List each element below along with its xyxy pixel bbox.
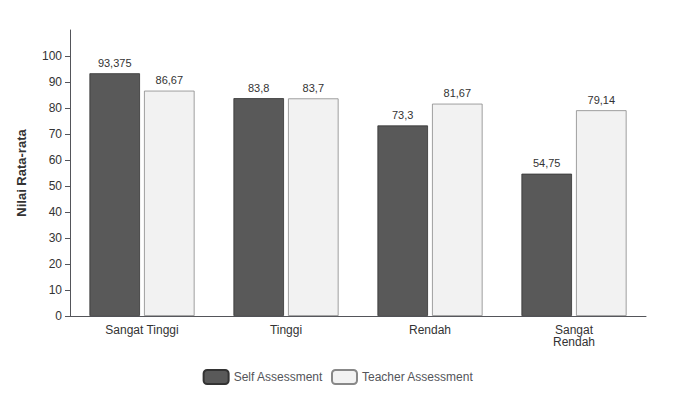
svg-text:Self Assessment: Self Assessment	[234, 370, 323, 384]
svg-text:10: 10	[49, 283, 63, 297]
svg-text:80: 80	[49, 101, 63, 115]
svg-text:83,7: 83,7	[303, 82, 324, 94]
svg-text:100: 100	[42, 49, 62, 63]
svg-text:70: 70	[49, 127, 63, 141]
svg-text:40: 40	[49, 205, 63, 219]
svg-text:73,3: 73,3	[392, 109, 413, 121]
svg-text:83,8: 83,8	[248, 82, 269, 94]
svg-text:Nilai Rata-rata: Nilai Rata-rata	[14, 129, 29, 217]
svg-text:Tinggi: Tinggi	[270, 323, 302, 337]
svg-text:Rendah: Rendah	[409, 323, 451, 337]
svg-text:Teacher Assessment: Teacher Assessment	[362, 370, 473, 384]
svg-text:Sangat: Sangat	[555, 323, 593, 337]
svg-text:Rendah: Rendah	[553, 335, 595, 349]
svg-text:90: 90	[49, 75, 63, 89]
svg-text:20: 20	[49, 257, 63, 271]
svg-text:50: 50	[49, 179, 63, 193]
svg-text:93,375: 93,375	[98, 57, 132, 69]
svg-text:79,14: 79,14	[588, 94, 616, 106]
svg-text:81,67: 81,67	[444, 87, 472, 99]
svg-text:30: 30	[49, 231, 63, 245]
svg-text:Sangat Tinggi: Sangat Tinggi	[105, 323, 178, 337]
svg-text:54,75: 54,75	[533, 157, 561, 169]
svg-text:60: 60	[49, 153, 63, 167]
svg-text:86,67: 86,67	[156, 74, 184, 86]
svg-text:0: 0	[55, 309, 62, 323]
